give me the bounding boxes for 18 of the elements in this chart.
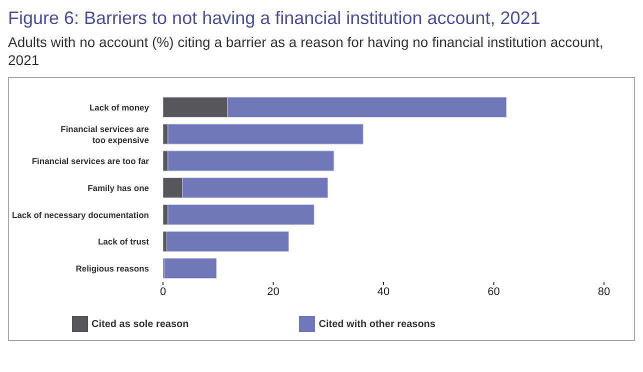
x-tick-label: 80 [598, 286, 610, 298]
y-tick-label: Financial services are too expensive [60, 124, 150, 145]
y-tick-label: Lack of trust [98, 236, 150, 247]
legend-label: Cited with other reasons [318, 318, 436, 330]
x-tick-label: 20 [267, 286, 280, 298]
x-tick-label: 40 [377, 286, 390, 298]
bar [166, 231, 289, 252]
chart-subtitle: Adults with no account (%) citing a barrier as a reason for having no financial institution account, 2021 [8, 33, 604, 69]
y-tick-label: Lack of money [89, 102, 150, 112]
legend-label: Cited as sole reason [92, 318, 189, 330]
y-tick-label: Financial services are too far [32, 156, 150, 166]
y-tick-label: Religious reasons [76, 264, 150, 274]
x-tick-label: 60 [488, 286, 500, 298]
x-tick-label: 0 [160, 286, 166, 298]
y-tick-label: Lack of necessary documentation [12, 210, 149, 220]
chart-title: Figure 6: Barriers to not having a financial institution account, 2021 [8, 8, 542, 29]
y-tick-label: Family has one [88, 183, 150, 193]
bar [164, 258, 217, 279]
